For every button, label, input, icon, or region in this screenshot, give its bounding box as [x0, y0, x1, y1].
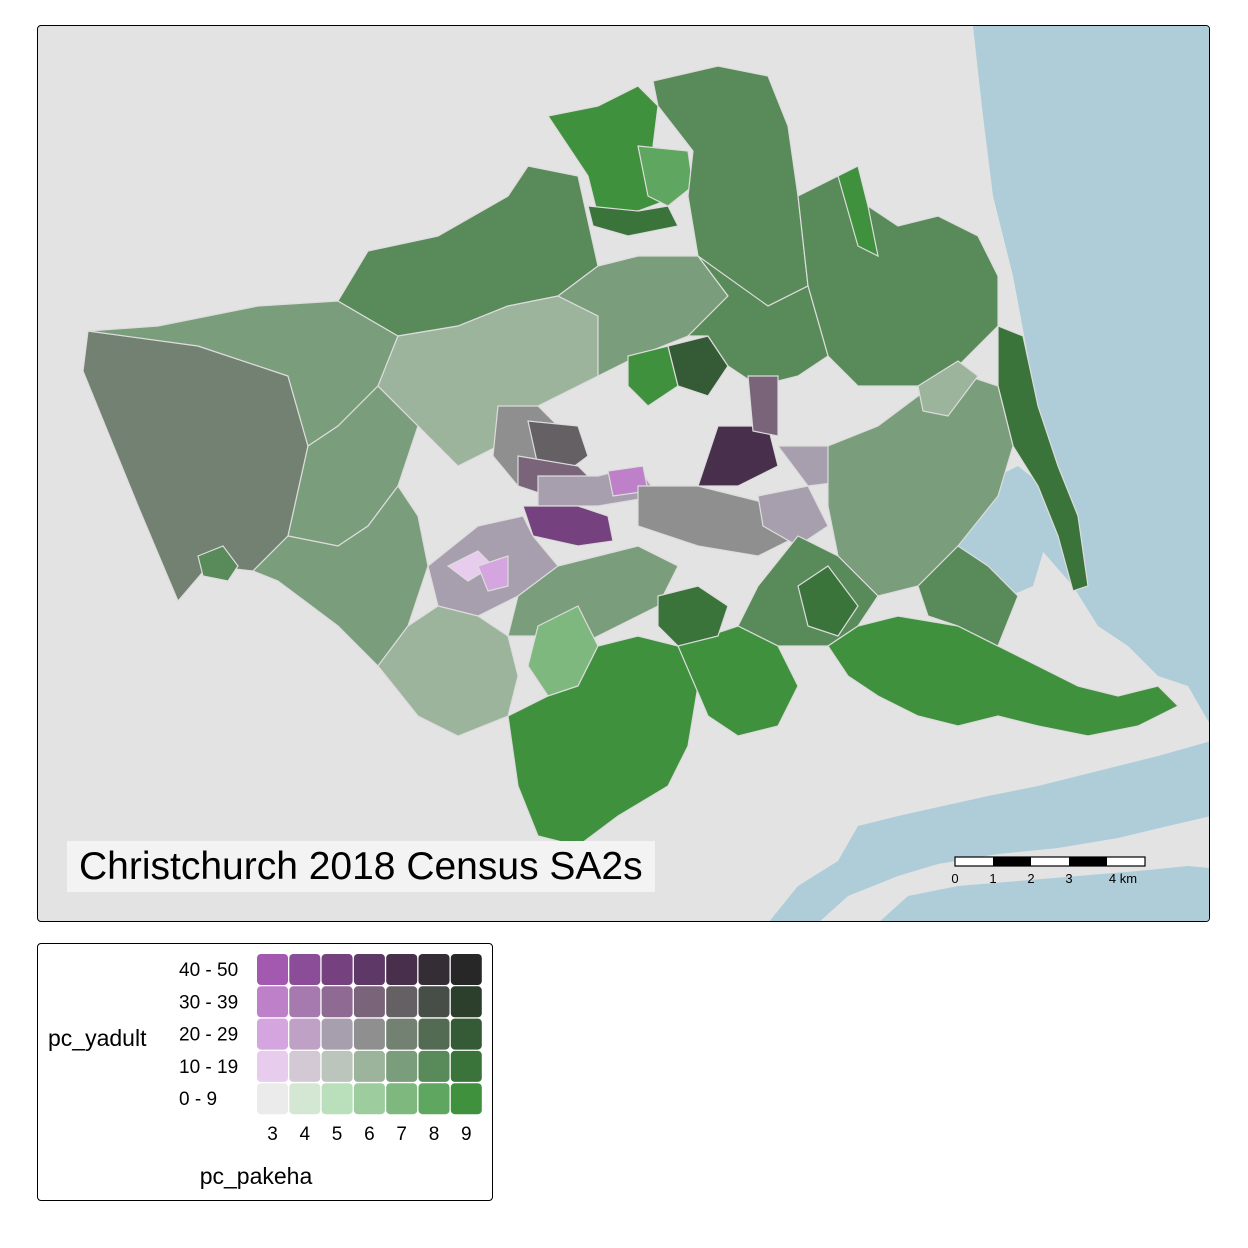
sa2-region-northeast-green: [837, 165, 879, 258]
map-canvas: [82, 26, 1209, 921]
legend-cell: [289, 1018, 321, 1050]
legend-cell: [289, 986, 321, 1018]
legend-cell: [321, 986, 353, 1018]
legend-cell: [418, 1050, 450, 1082]
legend-y-label: 30 - 39: [179, 992, 238, 1013]
legend-cell: [386, 954, 418, 985]
sa2-region-central-west: [377, 295, 599, 467]
sa2-region-central-darkgreen: [667, 335, 729, 397]
legend-cell: [418, 986, 450, 1018]
legend-cell: [386, 1050, 418, 1082]
legend-cell: [289, 954, 321, 985]
sa2-region-central-green: [627, 345, 679, 407]
legend-cell: [450, 1083, 482, 1115]
legend-cell: [321, 954, 353, 985]
legend-cell: [418, 1018, 450, 1050]
legend-cell: [418, 954, 450, 985]
legend-cell: [418, 1083, 450, 1115]
scale-bar: 0 1 2 3 4 km: [951, 856, 1146, 886]
sa2-region-port-hills-mid: [677, 625, 799, 737]
sa2-region-north-light: [637, 145, 694, 207]
legend-panel: pc_yadult pc_pakeha 40 - 50 30 - 39 20 - 2…: [37, 943, 493, 1201]
scale-bar-segment-dark: [1069, 857, 1107, 866]
map-title: Christchurch 2018 Census SA2s: [67, 841, 655, 892]
legend-x-title: pc_pakeha: [200, 1163, 313, 1189]
legend-cell: [257, 954, 288, 985]
legend-cell: [353, 1050, 385, 1082]
legend-cell: [450, 986, 482, 1018]
sa2-region-east-pale: [917, 360, 979, 417]
scale-bar-segment-dark: [993, 857, 1031, 866]
scale-label: 4 km: [1109, 871, 1137, 886]
legend-cell: [289, 1083, 321, 1115]
sa2-region-southeast-darkgreen: [797, 565, 859, 637]
legend-cell: [257, 986, 288, 1018]
legend-y-label: 0 - 9: [179, 1089, 217, 1110]
legend-x-label: 8: [429, 1124, 440, 1145]
legend-cell: [257, 1050, 288, 1082]
legend-y-label: 40 - 50: [179, 960, 238, 981]
scale-bar-frame: [954, 856, 1146, 867]
legend-cell: [257, 1018, 288, 1050]
legend-x-label: 3: [267, 1124, 278, 1145]
legend-cell: [386, 986, 418, 1018]
legend-cell: [257, 1083, 288, 1115]
legend-x-label: 5: [332, 1124, 343, 1145]
sa2-region-central-south-lilac: [757, 485, 829, 547]
legend-cell: [353, 954, 385, 985]
legend-y-labels: 40 - 50 30 - 39 20 - 29 10 - 19 0 - 9: [179, 960, 238, 1110]
bivariate-legend: pc_yadult pc_pakeha 40 - 50 30 - 39 20 - 2…: [48, 954, 482, 1189]
sa2-region-south-pink: [477, 555, 509, 592]
sa2-region-west-south: [251, 484, 429, 667]
sa2-region-northeast-strip: [797, 175, 999, 387]
legend-cell: [450, 954, 482, 985]
scale-label: 1: [989, 871, 996, 886]
legend-cell: [321, 1050, 353, 1082]
harbour-inlet: [880, 866, 1209, 921]
legend-cell: [353, 1083, 385, 1115]
legend-cell: [386, 1083, 418, 1115]
legend-cell: [450, 1050, 482, 1082]
sa2-region-central-east-dark: [697, 425, 779, 487]
sa2-region-south-pale-green: [377, 605, 519, 737]
sa2-region-small-green: [197, 545, 239, 582]
legend-y-label: 10 - 19: [179, 1057, 238, 1078]
legend-cell: [353, 986, 385, 1018]
map-panel: Christchurch 2018 Census SA2s 0 1 2 3 4 …: [37, 25, 1210, 922]
scale-label: 3: [1065, 871, 1072, 886]
legend-x-label: 6: [364, 1124, 375, 1145]
legend-y-title: pc_yadult: [48, 1025, 147, 1051]
legend-cell: [450, 1018, 482, 1050]
sa2-region-port-hills-west: [507, 635, 699, 847]
sa2-region-port-hills-darkgreen: [657, 585, 729, 647]
legend-cell: [289, 1050, 321, 1082]
scale-label: 0: [951, 871, 958, 886]
legend-cell: [321, 1018, 353, 1050]
scale-label: 2: [1027, 871, 1034, 886]
legend-x-label: 9: [461, 1124, 472, 1145]
legend-cell: [353, 1018, 385, 1050]
sa2-region-central-east-mauve: [747, 375, 779, 437]
sa2-region-north-dark: [587, 205, 679, 237]
legend-x-label: 7: [396, 1124, 407, 1145]
sa2-region-east-hills: [917, 545, 1019, 647]
legend-cell: [321, 1083, 353, 1115]
legend-cell: [386, 1018, 418, 1050]
legend-grid: [257, 954, 482, 1115]
legend-x-label: 4: [300, 1124, 311, 1145]
pegasus-bay: [973, 26, 1209, 723]
legend-y-label: 20 - 29: [179, 1025, 238, 1046]
